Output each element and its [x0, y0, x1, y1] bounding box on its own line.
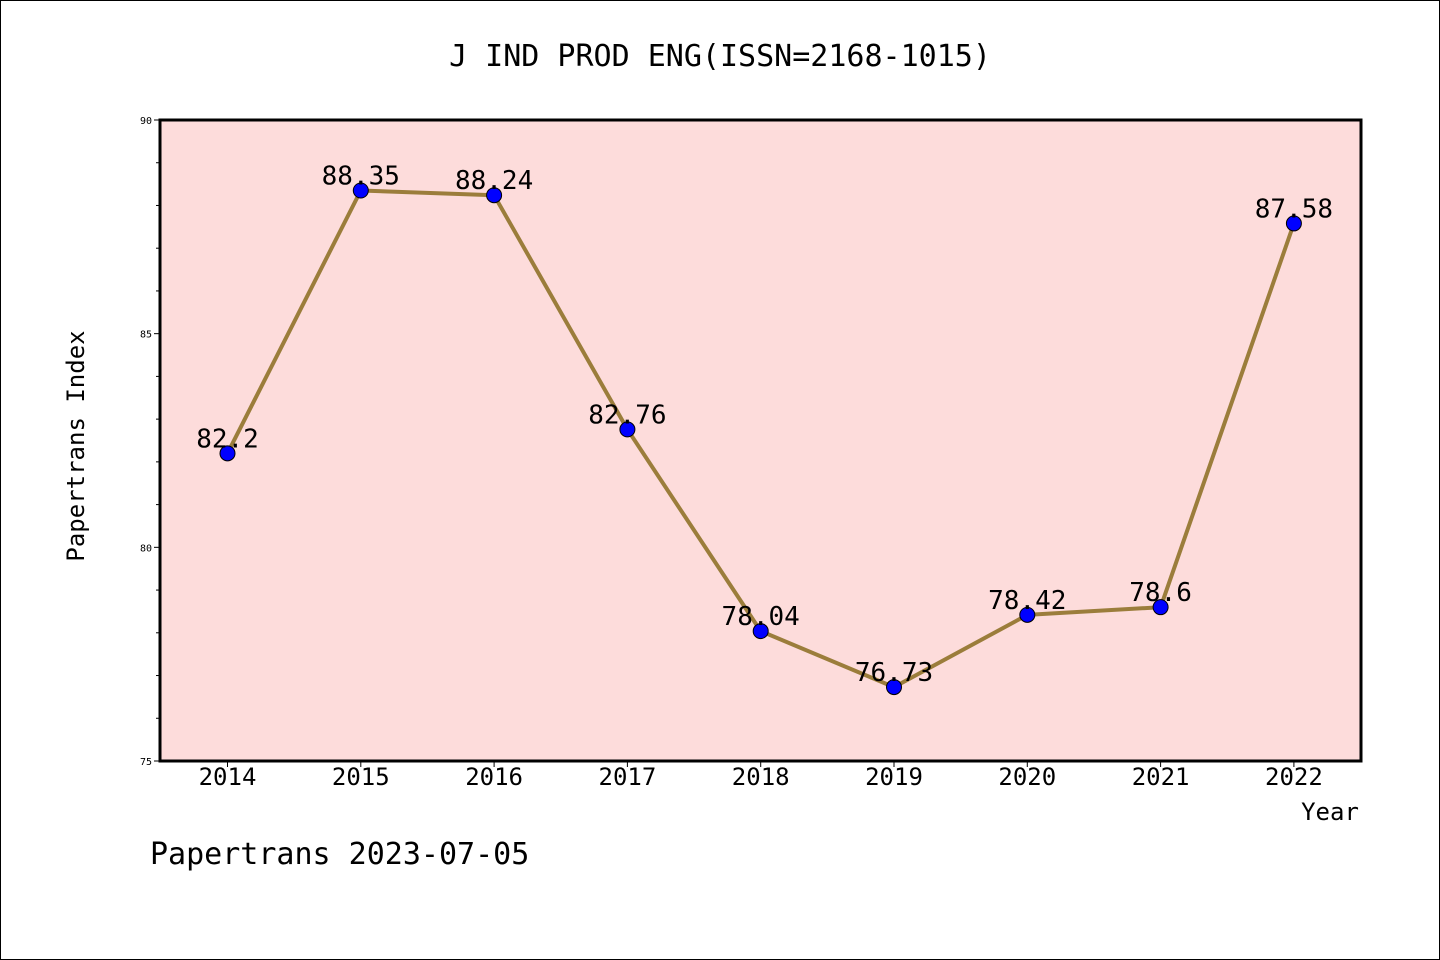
x-tick-label: 2014 — [199, 763, 257, 791]
data-point — [1285, 215, 1302, 232]
data-point — [1019, 606, 1036, 623]
chart-title: J IND PROD ENG(ISSN=2168-1015) — [449, 39, 991, 74]
data-point — [619, 421, 636, 438]
x-tick-label: 2018 — [732, 763, 790, 791]
data-point — [219, 445, 236, 462]
data-point — [752, 623, 769, 640]
data-label: 78.04 — [722, 602, 800, 632]
x-axis: 2014 2015 2016 2017 2018 2019 2020 2021 2022 — [199, 761, 1323, 791]
footer-text: Papertrans 2023-07-05 — [150, 837, 529, 872]
y-tick-label: 75 — [140, 757, 152, 768]
data-label: 87.58 — [1255, 194, 1333, 224]
y-tick-label: 85 — [140, 330, 152, 341]
data-labels: 82.2 88.35 88.24 82.76 78.04 76.73 78.42 78.6 87… — [196, 162, 1333, 689]
x-tick-label: 2020 — [998, 763, 1056, 791]
data-point — [486, 187, 503, 204]
data-label: 76.73 — [855, 658, 933, 688]
data-label: 88.35 — [322, 162, 400, 192]
y-axis: 75 80 85 90 — [140, 116, 160, 768]
data-label: 78.6 — [1129, 578, 1192, 608]
x-tick-label: 2015 — [332, 763, 390, 791]
data-label: 88.24 — [455, 166, 533, 196]
x-tick-label: 2021 — [1132, 763, 1190, 791]
y-tick-label: 90 — [140, 116, 152, 127]
data-label: 78.42 — [988, 586, 1066, 616]
x-axis-label: Year — [1301, 798, 1359, 826]
data-label: 82.2 — [196, 424, 259, 454]
x-tick-label: 2016 — [465, 763, 523, 791]
data-point — [1152, 599, 1169, 616]
x-tick-label: 2022 — [1265, 763, 1323, 791]
data-point — [352, 182, 369, 199]
y-tick-label: 80 — [140, 543, 152, 554]
series-group — [219, 182, 1302, 696]
data-point — [886, 679, 902, 696]
plot-area — [160, 120, 1361, 761]
x-tick-label: 2017 — [599, 763, 657, 791]
x-tick-label: 2019 — [865, 763, 923, 791]
data-label: 82.76 — [588, 400, 666, 430]
y-axis-label: Papertrans Index — [62, 330, 90, 561]
plot-border — [158, 118, 1363, 763]
